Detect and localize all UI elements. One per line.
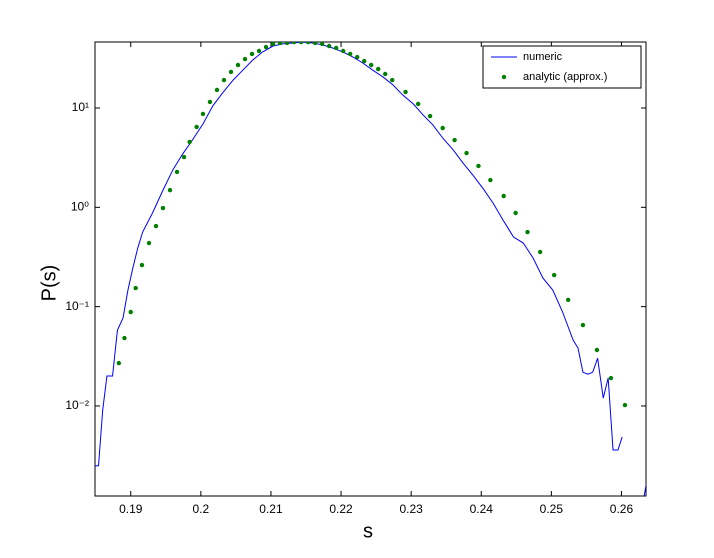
legend-label: analytic (approx.) xyxy=(523,71,607,83)
legend-label: numeric xyxy=(523,51,563,63)
y-tick-label: 10⁰ xyxy=(71,199,89,213)
data-point xyxy=(369,62,374,68)
data-point xyxy=(305,42,311,45)
data-point xyxy=(537,249,543,255)
data-point xyxy=(415,101,421,107)
data-point xyxy=(277,42,283,46)
x-tick-label: 0.22 xyxy=(329,502,353,516)
data-point xyxy=(228,69,234,75)
data-point xyxy=(464,150,469,156)
data-point xyxy=(354,54,360,60)
data-point xyxy=(221,77,227,83)
data-point xyxy=(270,42,276,47)
data-point xyxy=(284,42,290,46)
data-point xyxy=(139,262,145,268)
data-point xyxy=(249,51,255,57)
data-point xyxy=(525,229,530,235)
data-point xyxy=(501,193,506,199)
data-point xyxy=(298,42,304,45)
x-axis-label: s xyxy=(363,520,373,542)
x-tick-label: 0.23 xyxy=(399,502,423,516)
data-point xyxy=(383,71,388,77)
data-point xyxy=(214,87,220,93)
x-tick-label: 0.21 xyxy=(259,502,283,516)
data-point xyxy=(390,77,395,83)
data-point xyxy=(263,44,269,50)
data-point xyxy=(376,66,381,72)
data-point xyxy=(319,42,325,47)
data-point xyxy=(427,113,433,119)
data-point xyxy=(347,51,353,57)
data-point xyxy=(326,43,332,49)
data-point xyxy=(187,139,192,145)
y-axis-label: P(s) xyxy=(38,265,60,302)
data-point xyxy=(116,360,122,366)
data-point xyxy=(513,210,518,216)
data-point xyxy=(452,137,457,143)
x-tick-label: 0.19 xyxy=(119,502,143,516)
data-point xyxy=(181,154,187,160)
data-point xyxy=(133,285,138,291)
data-line xyxy=(95,42,646,496)
data-point xyxy=(174,169,180,175)
data-point xyxy=(207,99,213,105)
plot-content xyxy=(95,42,646,496)
y-tick-label: 10⁻¹ xyxy=(65,299,89,313)
legend-marker xyxy=(501,74,507,80)
y-tick-label: 10⁻² xyxy=(65,398,89,412)
data-point xyxy=(167,187,173,193)
data-point xyxy=(194,124,199,130)
data-point xyxy=(153,223,159,229)
data-point xyxy=(235,62,241,68)
data-point xyxy=(200,111,206,117)
data-point xyxy=(403,89,408,95)
x-tick-label: 0.2 xyxy=(193,502,210,516)
data-point xyxy=(361,58,367,64)
data-point xyxy=(608,375,614,381)
data-point xyxy=(594,347,600,353)
data-point xyxy=(476,163,481,169)
data-point xyxy=(580,322,586,328)
data-point xyxy=(333,45,339,51)
data-point xyxy=(440,125,445,131)
data-point xyxy=(256,48,262,54)
x-tick-label: 0.24 xyxy=(470,502,494,516)
data-point xyxy=(622,402,628,408)
data-point xyxy=(146,240,152,246)
x-tick-label: 0.25 xyxy=(540,502,564,516)
legend-box xyxy=(482,45,642,89)
data-point xyxy=(551,272,557,278)
data-point xyxy=(291,42,297,45)
x-tick-label: 0.26 xyxy=(610,502,634,516)
data-point xyxy=(565,297,571,303)
data-point xyxy=(242,56,248,62)
plot-area xyxy=(94,41,647,497)
data-point xyxy=(122,335,127,341)
data-point xyxy=(128,309,133,315)
data-point xyxy=(488,177,493,183)
data-point xyxy=(312,42,318,46)
data-point xyxy=(160,205,166,211)
data-point xyxy=(340,48,346,54)
y-tick-label: 10¹ xyxy=(72,100,89,114)
